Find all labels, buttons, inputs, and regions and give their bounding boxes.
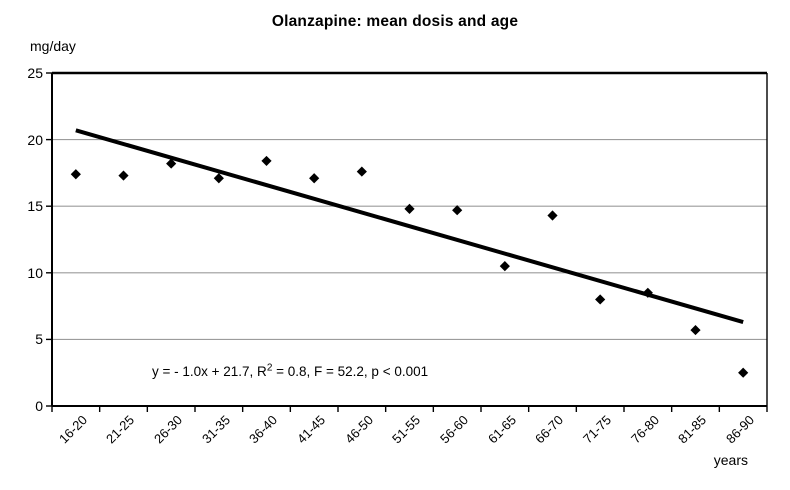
data-point-diamond xyxy=(166,158,177,169)
data-point-diamond xyxy=(70,169,81,180)
data-point-diamond xyxy=(213,173,224,184)
data-point-diamond xyxy=(499,261,510,272)
y-axis-unit-label: mg/day xyxy=(30,38,76,54)
y-tick-label: 10 xyxy=(27,264,43,281)
x-axis-unit-label: years xyxy=(713,452,748,468)
y-tick-label: 15 xyxy=(27,198,43,215)
data-point-diamond xyxy=(356,166,367,177)
chart-title: Olanzapine: mean dosis and age xyxy=(271,13,519,30)
y-tick-label: 20 xyxy=(27,131,43,148)
equation-superscript: 2 xyxy=(266,362,273,374)
data-point-diamond xyxy=(547,210,558,221)
data-point-diamond xyxy=(261,155,272,167)
y-tick-label: 5 xyxy=(35,331,43,348)
data-point-diamond xyxy=(404,203,415,214)
equation-text: = 0.8, F = 52.2, p < 0.001 xyxy=(272,364,429,379)
equation-text: y = - 1.0x + 21.7, R xyxy=(152,364,267,379)
y-tick-label: 0 xyxy=(35,398,43,414)
regression-equation: y = - 1.0x + 21.7, R2 = 0.8, F = 52.2, p… xyxy=(152,362,429,379)
data-point-diamond xyxy=(738,367,749,378)
trend-line xyxy=(75,128,744,325)
y-tick-label: 25 xyxy=(27,65,43,81)
data-point-diamond xyxy=(118,170,129,181)
data-point-diamond xyxy=(690,324,701,336)
data-point-diamond xyxy=(309,173,320,184)
data-point-diamond xyxy=(642,287,653,298)
data-point-diamond xyxy=(595,294,606,305)
data-point-diamond xyxy=(452,205,463,216)
